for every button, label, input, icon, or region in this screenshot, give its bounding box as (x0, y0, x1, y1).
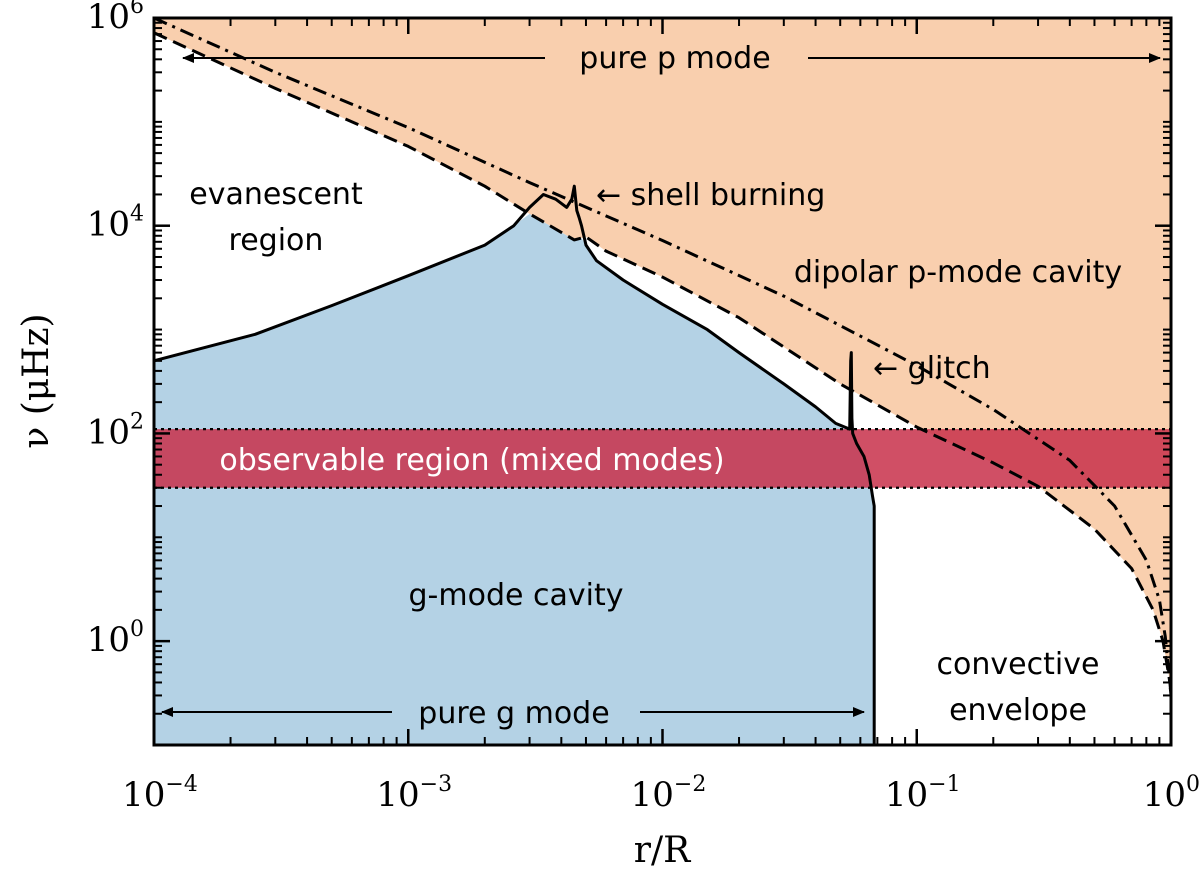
observable-region-label: observable region (mixed modes) (219, 443, 724, 478)
y-axis-title: ν (μHz) (16, 313, 57, 448)
g-mode-cavity-label: g-mode cavity (409, 578, 624, 613)
x-axis-title: r/R (634, 830, 691, 871)
x-tick-label: 10−4 (122, 772, 198, 815)
series-line-dashed (154, 31, 1171, 696)
shell-burning-label: ← shell burning (596, 178, 825, 213)
observable-band (154, 429, 1171, 488)
series-line-dashdot (154, 18, 1171, 696)
convective-envelope-line2: envelope (949, 693, 1087, 728)
evanescent-label-line1: evanescent (189, 177, 363, 212)
y-tick-label: 106 (87, 0, 144, 37)
x-tick-label: 10−1 (885, 772, 961, 815)
y-tick-label: 104 (87, 202, 144, 245)
p-mode-cavity-area (154, 18, 1171, 745)
glitch-label: ← glitch (873, 351, 991, 386)
tick-layer: 10−4 10−3 10−2 10−1 100 100 102 104 106 (87, 0, 1200, 815)
y-tick-label: 100 (87, 617, 144, 660)
x-tick-label: 10−2 (631, 772, 707, 815)
x-tick-label: 10−3 (376, 772, 452, 815)
evanescent-label-line2: region (229, 223, 324, 258)
pure-p-mode-label: pure p mode (579, 41, 770, 76)
dipolar-p-mode-label: dipolar p-mode cavity (794, 255, 1122, 290)
series-layer (154, 18, 1171, 745)
x-tick-label: 100 (1143, 772, 1200, 815)
convective-envelope-line1: convective (937, 647, 1100, 682)
y-tick-label: 102 (87, 409, 144, 452)
pure-g-mode-label: pure g mode (418, 696, 609, 731)
series-line-solid (154, 184, 876, 745)
